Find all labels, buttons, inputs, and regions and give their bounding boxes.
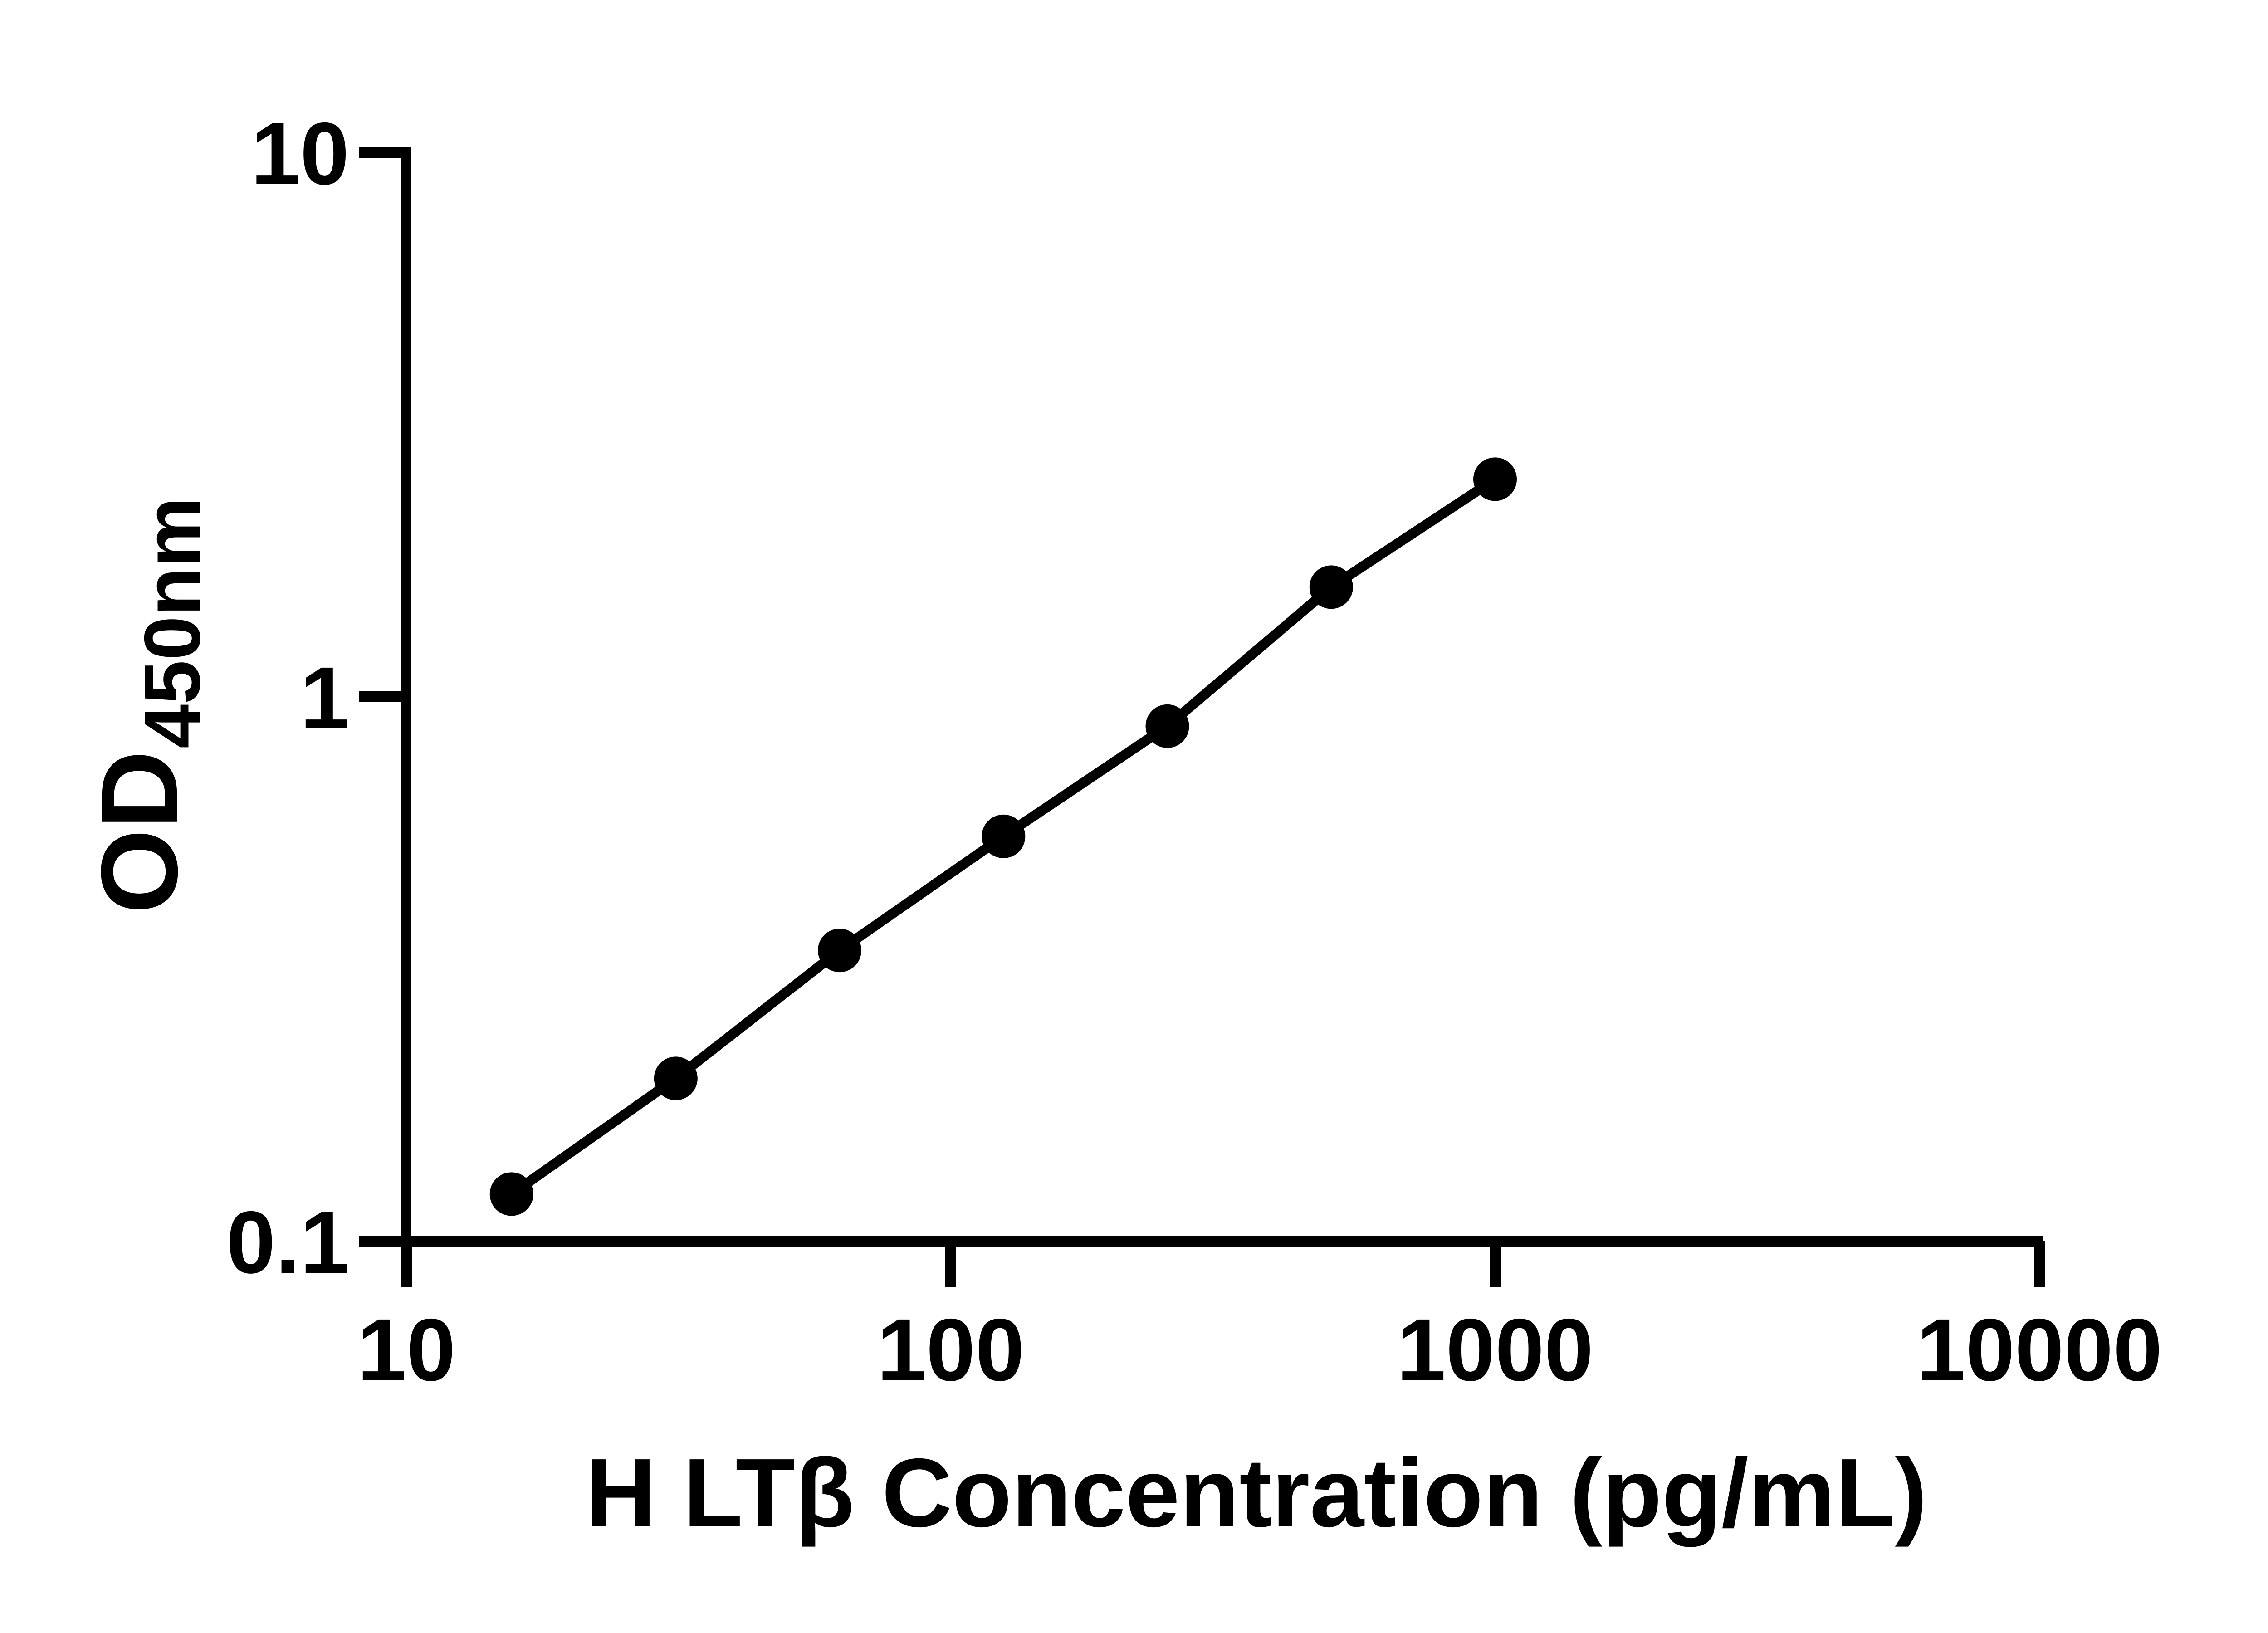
x-tick-label: 10000 xyxy=(1916,1301,2162,1399)
data-point xyxy=(1309,565,1353,609)
y-axis-title-subscript: 450nm xyxy=(128,497,217,748)
y-axis-title-main: OD xyxy=(78,750,200,914)
x-axis-title: H LTβ Concentration (pg/mL) xyxy=(586,1438,1927,1547)
data-point xyxy=(818,929,862,973)
data-point xyxy=(982,814,1026,858)
y-tick-label: 0.1 xyxy=(226,1193,349,1292)
data-point xyxy=(489,1172,533,1216)
x-tick-label: 10 xyxy=(357,1301,456,1399)
data-point xyxy=(1145,704,1189,748)
x-tick-label: 100 xyxy=(877,1301,1024,1399)
data-point xyxy=(654,1056,698,1100)
y-tick-label: 1 xyxy=(300,649,349,748)
x-tick-label: 1000 xyxy=(1397,1301,1593,1399)
data-point xyxy=(1473,457,1517,501)
y-tick-label: 10 xyxy=(251,104,349,203)
y-axis-title: OD 450nm xyxy=(78,497,217,914)
